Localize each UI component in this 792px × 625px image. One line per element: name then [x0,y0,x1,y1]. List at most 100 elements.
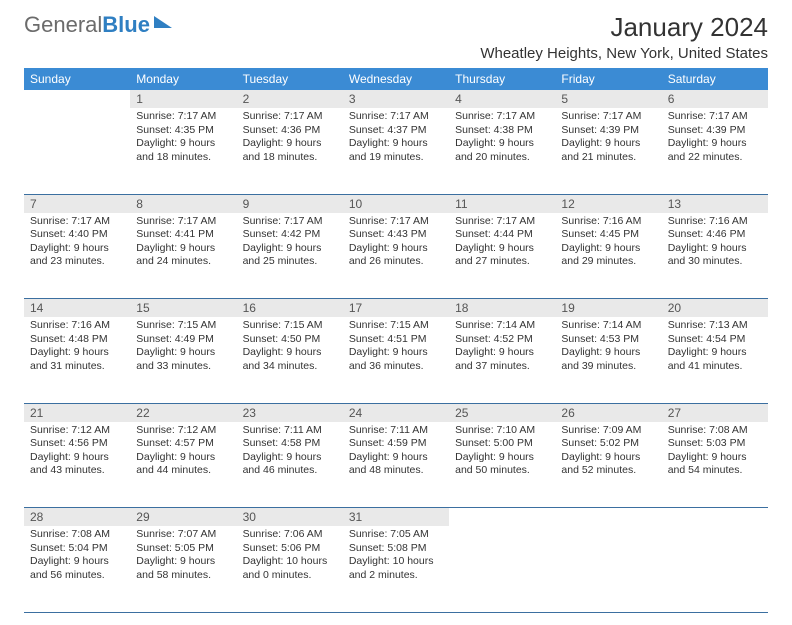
day-cell: Sunrise: 7:17 AMSunset: 4:44 PMDaylight:… [449,213,555,299]
title-block: January 2024 Wheatley Heights, New York,… [480,12,768,62]
weekday-header: Sunday [24,68,130,90]
weekday-header: Monday [130,68,236,90]
day-cell-text: Sunrise: 7:17 AMSunset: 4:39 PMDaylight:… [555,108,661,169]
weekday-header: Saturday [662,68,768,90]
day-cell-text: Sunrise: 7:07 AMSunset: 5:05 PMDaylight:… [130,526,236,587]
day-number [662,508,768,527]
day-number-row: 28293031 [24,508,768,527]
day-cell: Sunrise: 7:17 AMSunset: 4:36 PMDaylight:… [237,108,343,194]
day-cell-text [662,526,768,573]
day-cell-text: Sunrise: 7:13 AMSunset: 4:54 PMDaylight:… [662,317,768,378]
day-number: 3 [343,90,449,108]
page-header: GeneralBlue January 2024 Wheatley Height… [24,12,768,62]
day-cell: Sunrise: 7:15 AMSunset: 4:50 PMDaylight:… [237,317,343,403]
day-cell-text: Sunrise: 7:05 AMSunset: 5:08 PMDaylight:… [343,526,449,587]
day-cell: Sunrise: 7:05 AMSunset: 5:08 PMDaylight:… [343,526,449,612]
day-cell: Sunrise: 7:12 AMSunset: 4:56 PMDaylight:… [24,422,130,508]
day-number: 4 [449,90,555,108]
day-cell-text: Sunrise: 7:14 AMSunset: 4:52 PMDaylight:… [449,317,555,378]
day-number: 7 [24,194,130,213]
day-number: 30 [237,508,343,527]
day-cell-text: Sunrise: 7:10 AMSunset: 5:00 PMDaylight:… [449,422,555,483]
day-number-row: 14151617181920 [24,299,768,318]
day-number: 15 [130,299,236,318]
day-cell: Sunrise: 7:17 AMSunset: 4:43 PMDaylight:… [343,213,449,299]
day-cell: Sunrise: 7:13 AMSunset: 4:54 PMDaylight:… [662,317,768,403]
day-number: 26 [555,403,661,422]
day-cell-text: Sunrise: 7:16 AMSunset: 4:48 PMDaylight:… [24,317,130,378]
day-cell: Sunrise: 7:16 AMSunset: 4:45 PMDaylight:… [555,213,661,299]
day-number: 12 [555,194,661,213]
weekday-header: Tuesday [237,68,343,90]
day-cell-text: Sunrise: 7:08 AMSunset: 5:03 PMDaylight:… [662,422,768,483]
day-body-row: Sunrise: 7:16 AMSunset: 4:48 PMDaylight:… [24,317,768,403]
day-number: 22 [130,403,236,422]
weekday-header: Friday [555,68,661,90]
day-number: 1 [130,90,236,108]
day-number: 17 [343,299,449,318]
day-number: 24 [343,403,449,422]
day-number: 25 [449,403,555,422]
weekday-header: Wednesday [343,68,449,90]
day-cell-text: Sunrise: 7:17 AMSunset: 4:36 PMDaylight:… [237,108,343,169]
day-body-row: Sunrise: 7:17 AMSunset: 4:40 PMDaylight:… [24,213,768,299]
day-cell: Sunrise: 7:15 AMSunset: 4:49 PMDaylight:… [130,317,236,403]
day-cell: Sunrise: 7:14 AMSunset: 4:53 PMDaylight:… [555,317,661,403]
day-cell-text: Sunrise: 7:17 AMSunset: 4:38 PMDaylight:… [449,108,555,169]
day-cell: Sunrise: 7:16 AMSunset: 4:46 PMDaylight:… [662,213,768,299]
logo-text: GeneralBlue [24,12,150,38]
day-number: 11 [449,194,555,213]
day-cell-text [555,526,661,573]
day-cell: Sunrise: 7:08 AMSunset: 5:04 PMDaylight:… [24,526,130,612]
day-cell: Sunrise: 7:17 AMSunset: 4:39 PMDaylight:… [662,108,768,194]
day-number [24,90,130,108]
day-cell-text [449,526,555,573]
day-cell-text: Sunrise: 7:16 AMSunset: 4:45 PMDaylight:… [555,213,661,274]
day-cell: Sunrise: 7:11 AMSunset: 4:58 PMDaylight:… [237,422,343,508]
calendar-table: SundayMondayTuesdayWednesdayThursdayFrid… [24,68,768,613]
logo-part1: General [24,12,102,37]
day-number: 14 [24,299,130,318]
day-number [449,508,555,527]
day-body-row: Sunrise: 7:12 AMSunset: 4:56 PMDaylight:… [24,422,768,508]
logo-part2: Blue [102,12,150,37]
logo: GeneralBlue [24,12,172,38]
weekday-header: Thursday [449,68,555,90]
day-cell: Sunrise: 7:17 AMSunset: 4:42 PMDaylight:… [237,213,343,299]
day-cell-text: Sunrise: 7:15 AMSunset: 4:49 PMDaylight:… [130,317,236,378]
day-number: 27 [662,403,768,422]
day-cell-text: Sunrise: 7:06 AMSunset: 5:06 PMDaylight:… [237,526,343,587]
day-number: 13 [662,194,768,213]
calendar-body: 123456Sunrise: 7:17 AMSunset: 4:35 PMDay… [24,90,768,612]
day-cell [662,526,768,612]
day-number: 2 [237,90,343,108]
day-cell [24,108,130,194]
day-number: 29 [130,508,236,527]
day-body-row: Sunrise: 7:17 AMSunset: 4:35 PMDaylight:… [24,108,768,194]
day-cell-text: Sunrise: 7:16 AMSunset: 4:46 PMDaylight:… [662,213,768,274]
day-number: 31 [343,508,449,527]
day-cell: Sunrise: 7:12 AMSunset: 4:57 PMDaylight:… [130,422,236,508]
day-cell-text: Sunrise: 7:17 AMSunset: 4:37 PMDaylight:… [343,108,449,169]
day-cell: Sunrise: 7:10 AMSunset: 5:00 PMDaylight:… [449,422,555,508]
day-number: 10 [343,194,449,213]
day-cell: Sunrise: 7:09 AMSunset: 5:02 PMDaylight:… [555,422,661,508]
day-cell: Sunrise: 7:17 AMSunset: 4:39 PMDaylight:… [555,108,661,194]
day-number-row: 21222324252627 [24,403,768,422]
weekday-header-row: SundayMondayTuesdayWednesdayThursdayFrid… [24,68,768,90]
day-number: 16 [237,299,343,318]
day-body-row: Sunrise: 7:08 AMSunset: 5:04 PMDaylight:… [24,526,768,612]
day-cell-text: Sunrise: 7:08 AMSunset: 5:04 PMDaylight:… [24,526,130,587]
day-cell: Sunrise: 7:17 AMSunset: 4:35 PMDaylight:… [130,108,236,194]
day-number: 23 [237,403,343,422]
day-cell-text: Sunrise: 7:17 AMSunset: 4:40 PMDaylight:… [24,213,130,274]
day-cell [555,526,661,612]
day-cell: Sunrise: 7:06 AMSunset: 5:06 PMDaylight:… [237,526,343,612]
day-cell-text [24,108,130,155]
day-cell: Sunrise: 7:17 AMSunset: 4:37 PMDaylight:… [343,108,449,194]
day-number [555,508,661,527]
month-title: January 2024 [480,12,768,43]
location-subtitle: Wheatley Heights, New York, United State… [480,45,768,62]
day-cell-text: Sunrise: 7:11 AMSunset: 4:58 PMDaylight:… [237,422,343,483]
day-number-row: 78910111213 [24,194,768,213]
